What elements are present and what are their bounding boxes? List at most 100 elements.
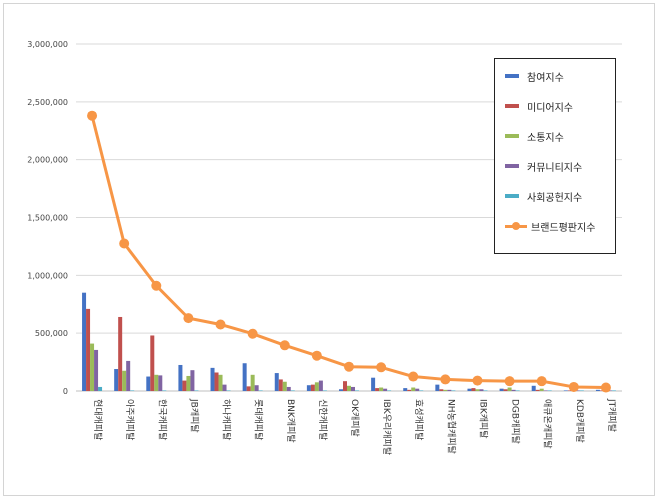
bar (419, 390, 424, 391)
line-point (472, 375, 483, 386)
legend-item: 사회공헌지수 (505, 189, 583, 204)
x-tick-label: 신한캐피탈 (317, 399, 328, 440)
line-point (87, 110, 98, 121)
bar (407, 389, 412, 391)
bar (447, 389, 452, 391)
x-tick-label: BNK캐피탈 (285, 399, 296, 443)
bar (162, 390, 167, 391)
bar (595, 389, 600, 391)
x-tick-label: IBK캐피탈 (477, 399, 488, 439)
y-tick-label: 3,000,000 (27, 40, 68, 49)
bar (439, 389, 444, 391)
legend-swatch (505, 74, 519, 78)
legend-item: 미디어지수 (505, 99, 573, 114)
x-tick-label: OK캐피탈 (349, 399, 360, 437)
bar (539, 388, 544, 391)
x-tick-label: 롯데캐피탈 (253, 399, 264, 440)
line-point (504, 376, 515, 387)
bar (150, 335, 155, 391)
bar (178, 364, 183, 391)
bar (339, 389, 343, 391)
bar (443, 389, 448, 391)
bar (499, 388, 504, 391)
legend-swatch (505, 221, 527, 230)
bar (310, 384, 315, 391)
bar (290, 390, 295, 391)
bar (471, 388, 476, 391)
bar (451, 390, 456, 391)
legend-swatch (505, 134, 519, 138)
bar (343, 381, 347, 391)
bar (146, 376, 151, 391)
bar (158, 375, 163, 391)
x-tick-label: 효성캐피탈 (413, 399, 424, 440)
bar (355, 390, 359, 391)
legend-swatch (505, 104, 519, 108)
x-tick-label: JT캐피탈 (606, 398, 617, 432)
line-point (247, 328, 258, 339)
legend-item: 브랜드평판지수 (505, 219, 596, 234)
x-tick-label: 애큐온캐피탈 (542, 399, 553, 449)
bar (114, 369, 119, 391)
legend-label: 소통지수 (527, 132, 564, 144)
x-tick-label: 하나캐피탈 (221, 399, 232, 440)
x-tick-label: KDB캐피탈 (574, 399, 585, 443)
bar (122, 370, 127, 391)
bar (118, 316, 123, 391)
bar (543, 390, 548, 391)
legend-label: 사회공헌지수 (527, 192, 583, 204)
y-tick-label: 0 (63, 387, 68, 396)
bar (182, 380, 187, 391)
bar (242, 363, 247, 391)
bar (322, 390, 327, 391)
bar (567, 390, 572, 391)
bar (94, 349, 99, 391)
bar (575, 390, 580, 391)
bar (563, 390, 568, 391)
bar (306, 385, 311, 391)
legend-label: 참여지수 (527, 72, 564, 84)
line-point (151, 280, 162, 291)
x-tick-label: IBK우리캐피탈 (381, 399, 392, 455)
bar (387, 390, 392, 391)
bar (507, 387, 512, 391)
bar (379, 387, 384, 391)
bar (282, 381, 287, 391)
bar (611, 390, 616, 391)
bar (154, 374, 159, 391)
bar (86, 308, 91, 391)
bar (90, 343, 95, 391)
bar (314, 382, 319, 391)
y-tick-label: 500,000 (35, 329, 68, 338)
bar (226, 390, 231, 391)
bar (383, 388, 388, 391)
bar (82, 292, 87, 391)
bar (98, 386, 103, 391)
bar (246, 386, 251, 391)
bar (411, 387, 416, 391)
bar (403, 388, 408, 391)
bar (347, 385, 351, 391)
bar (186, 375, 191, 391)
x-tick-label: 아주캐피탈 (124, 399, 135, 440)
y-tick-label: 2,500,000 (27, 98, 68, 107)
bar (435, 384, 440, 391)
bar (375, 388, 380, 391)
legend-label: 브랜드평판지수 (531, 222, 596, 234)
legend-label: 커뮤니티지수 (527, 162, 583, 174)
line-point (215, 319, 226, 330)
bar (503, 389, 508, 391)
bar (274, 373, 279, 391)
line-point (183, 313, 194, 324)
bar (483, 390, 488, 391)
line-point (600, 382, 611, 393)
line-point (119, 238, 130, 249)
bar (535, 389, 540, 391)
y-tick-label: 1,000,000 (27, 271, 68, 280)
bar (607, 390, 612, 391)
legend-item: 커뮤니티지수 (505, 159, 583, 174)
bar (531, 385, 536, 391)
bar (278, 379, 283, 391)
bar (222, 384, 227, 391)
